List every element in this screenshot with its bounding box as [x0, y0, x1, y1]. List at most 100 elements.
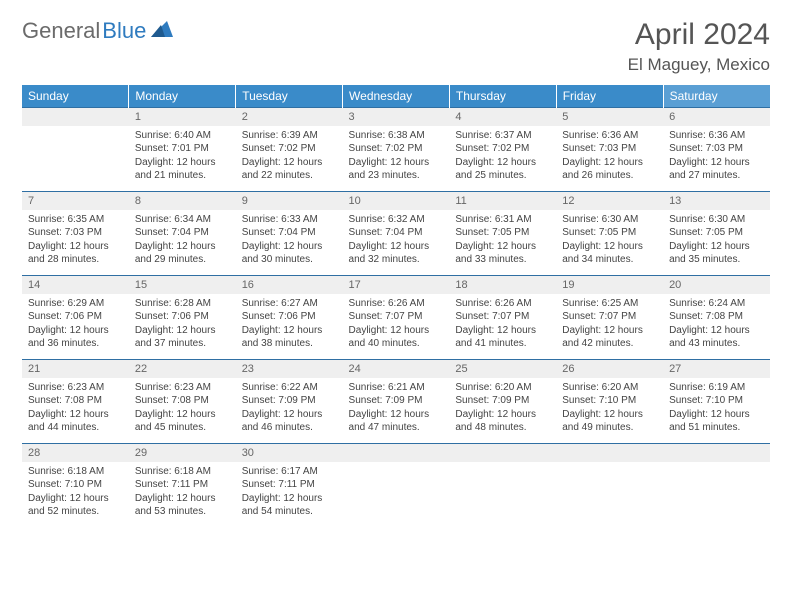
daynum-row: 123456 — [22, 108, 770, 126]
day-detail-cell: Sunrise: 6:25 AMSunset: 7:07 PMDaylight:… — [556, 294, 663, 360]
day-line-sr: Sunrise: 6:36 AM — [669, 129, 764, 143]
daynum-row: 78910111213 — [22, 192, 770, 210]
day-line-d2: and 54 minutes. — [242, 505, 337, 519]
day-number-cell: 15 — [129, 276, 236, 294]
day-number-cell: 9 — [236, 192, 343, 210]
day-line-d2: and 28 minutes. — [28, 253, 123, 267]
day-number-cell — [343, 444, 450, 462]
day-line-d1: Daylight: 12 hours — [562, 408, 657, 422]
day-detail-cell: Sunrise: 6:17 AMSunset: 7:11 PMDaylight:… — [236, 462, 343, 528]
day-line-d1: Daylight: 12 hours — [242, 240, 337, 254]
day-line-sr: Sunrise: 6:27 AM — [242, 297, 337, 311]
day-number-cell: 18 — [449, 276, 556, 294]
day-detail-cell: Sunrise: 6:18 AMSunset: 7:10 PMDaylight:… — [22, 462, 129, 528]
day-detail-cell: Sunrise: 6:36 AMSunset: 7:03 PMDaylight:… — [556, 126, 663, 192]
day-detail-cell — [449, 462, 556, 528]
day-line-d1: Daylight: 12 hours — [562, 156, 657, 170]
day-detail-cell: Sunrise: 6:39 AMSunset: 7:02 PMDaylight:… — [236, 126, 343, 192]
day-line-sr: Sunrise: 6:40 AM — [135, 129, 230, 143]
day-line-d2: and 42 minutes. — [562, 337, 657, 351]
day-line-d1: Daylight: 12 hours — [135, 492, 230, 506]
detail-row: Sunrise: 6:18 AMSunset: 7:10 PMDaylight:… — [22, 462, 770, 528]
day-line-ss: Sunset: 7:05 PM — [562, 226, 657, 240]
day-detail-cell — [22, 126, 129, 192]
day-line-ss: Sunset: 7:08 PM — [28, 394, 123, 408]
day-line-ss: Sunset: 7:10 PM — [669, 394, 764, 408]
day-line-d1: Daylight: 12 hours — [28, 240, 123, 254]
day-number-cell: 2 — [236, 108, 343, 126]
title-block: April 2024 El Maguey, Mexico — [628, 18, 770, 75]
weekday-header-row: Sunday Monday Tuesday Wednesday Thursday… — [22, 85, 770, 108]
logo: GeneralBlue — [22, 18, 173, 44]
location-label: El Maguey, Mexico — [628, 55, 770, 75]
day-line-d1: Daylight: 12 hours — [135, 408, 230, 422]
day-detail-cell: Sunrise: 6:36 AMSunset: 7:03 PMDaylight:… — [663, 126, 770, 192]
day-detail-cell: Sunrise: 6:40 AMSunset: 7:01 PMDaylight:… — [129, 126, 236, 192]
day-line-d2: and 25 minutes. — [455, 169, 550, 183]
day-line-d2: and 46 minutes. — [242, 421, 337, 435]
day-line-sr: Sunrise: 6:34 AM — [135, 213, 230, 227]
day-line-sr: Sunrise: 6:36 AM — [562, 129, 657, 143]
day-detail-cell: Sunrise: 6:29 AMSunset: 7:06 PMDaylight:… — [22, 294, 129, 360]
calendar-body: 123456Sunrise: 6:40 AMSunset: 7:01 PMDay… — [22, 108, 770, 528]
col-tuesday: Tuesday — [236, 85, 343, 108]
day-number-cell: 12 — [556, 192, 663, 210]
day-line-d2: and 36 minutes. — [28, 337, 123, 351]
day-number-cell: 27 — [663, 360, 770, 378]
day-line-sr: Sunrise: 6:23 AM — [135, 381, 230, 395]
day-line-d2: and 48 minutes. — [455, 421, 550, 435]
day-line-d2: and 23 minutes. — [349, 169, 444, 183]
day-line-sr: Sunrise: 6:21 AM — [349, 381, 444, 395]
day-number-cell: 17 — [343, 276, 450, 294]
day-line-ss: Sunset: 7:03 PM — [669, 142, 764, 156]
day-line-d2: and 52 minutes. — [28, 505, 123, 519]
day-line-d2: and 51 minutes. — [669, 421, 764, 435]
day-number-cell: 28 — [22, 444, 129, 462]
day-line-d2: and 35 minutes. — [669, 253, 764, 267]
day-line-d1: Daylight: 12 hours — [562, 240, 657, 254]
detail-row: Sunrise: 6:29 AMSunset: 7:06 PMDaylight:… — [22, 294, 770, 360]
day-line-ss: Sunset: 7:04 PM — [349, 226, 444, 240]
day-line-d1: Daylight: 12 hours — [242, 324, 337, 338]
day-detail-cell: Sunrise: 6:30 AMSunset: 7:05 PMDaylight:… — [556, 210, 663, 276]
day-line-d1: Daylight: 12 hours — [349, 240, 444, 254]
day-line-d2: and 33 minutes. — [455, 253, 550, 267]
day-detail-cell: Sunrise: 6:31 AMSunset: 7:05 PMDaylight:… — [449, 210, 556, 276]
day-number-cell: 4 — [449, 108, 556, 126]
day-line-sr: Sunrise: 6:25 AM — [562, 297, 657, 311]
day-detail-cell: Sunrise: 6:22 AMSunset: 7:09 PMDaylight:… — [236, 378, 343, 444]
day-line-d1: Daylight: 12 hours — [669, 240, 764, 254]
day-line-sr: Sunrise: 6:26 AM — [349, 297, 444, 311]
day-number-cell — [22, 108, 129, 126]
day-line-d1: Daylight: 12 hours — [242, 156, 337, 170]
day-number-cell: 14 — [22, 276, 129, 294]
day-line-ss: Sunset: 7:01 PM — [135, 142, 230, 156]
day-line-d1: Daylight: 12 hours — [669, 408, 764, 422]
day-line-ss: Sunset: 7:09 PM — [242, 394, 337, 408]
day-detail-cell: Sunrise: 6:21 AMSunset: 7:09 PMDaylight:… — [343, 378, 450, 444]
day-line-d2: and 21 minutes. — [135, 169, 230, 183]
day-line-ss: Sunset: 7:07 PM — [349, 310, 444, 324]
header-row: GeneralBlue April 2024 El Maguey, Mexico — [22, 18, 770, 75]
day-detail-cell: Sunrise: 6:30 AMSunset: 7:05 PMDaylight:… — [663, 210, 770, 276]
day-line-ss: Sunset: 7:07 PM — [562, 310, 657, 324]
day-line-d1: Daylight: 12 hours — [562, 324, 657, 338]
day-number-cell: 1 — [129, 108, 236, 126]
day-line-ss: Sunset: 7:06 PM — [135, 310, 230, 324]
day-line-ss: Sunset: 7:02 PM — [242, 142, 337, 156]
day-number-cell: 7 — [22, 192, 129, 210]
day-line-d2: and 27 minutes. — [669, 169, 764, 183]
day-line-d2: and 45 minutes. — [135, 421, 230, 435]
day-detail-cell: Sunrise: 6:37 AMSunset: 7:02 PMDaylight:… — [449, 126, 556, 192]
day-number-cell: 23 — [236, 360, 343, 378]
day-detail-cell: Sunrise: 6:23 AMSunset: 7:08 PMDaylight:… — [129, 378, 236, 444]
day-number-cell: 16 — [236, 276, 343, 294]
day-line-d2: and 30 minutes. — [242, 253, 337, 267]
day-line-sr: Sunrise: 6:22 AM — [242, 381, 337, 395]
day-line-d2: and 26 minutes. — [562, 169, 657, 183]
day-line-d2: and 22 minutes. — [242, 169, 337, 183]
day-line-ss: Sunset: 7:10 PM — [28, 478, 123, 492]
day-detail-cell — [343, 462, 450, 528]
day-line-sr: Sunrise: 6:24 AM — [669, 297, 764, 311]
day-line-sr: Sunrise: 6:32 AM — [349, 213, 444, 227]
